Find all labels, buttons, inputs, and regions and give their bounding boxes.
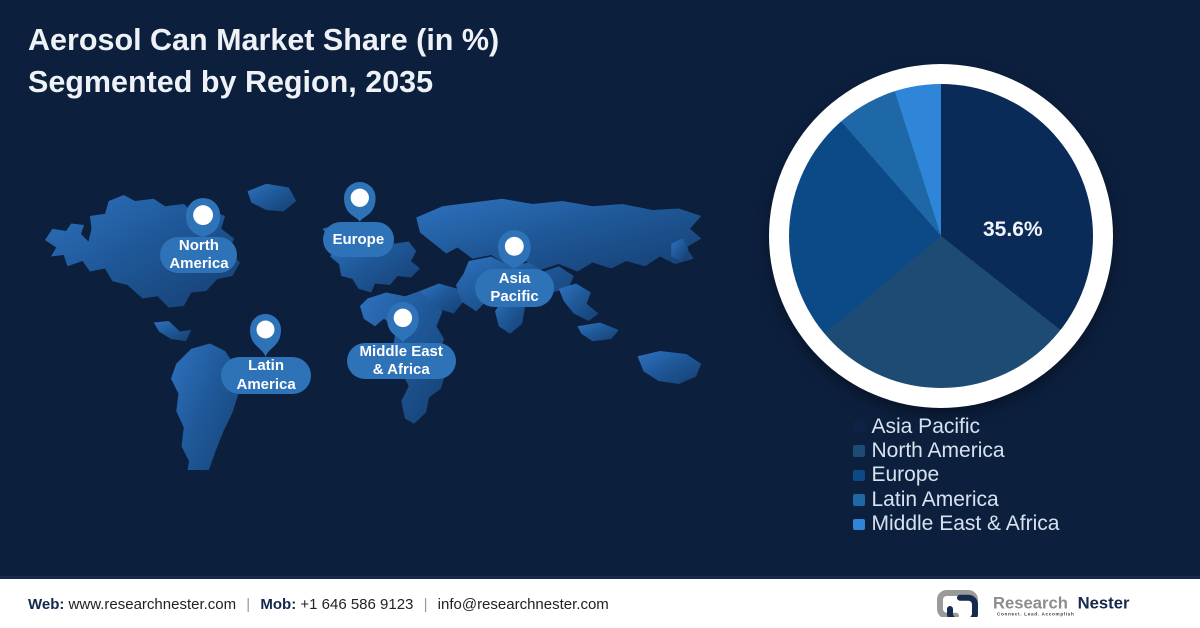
- svg-text:Connect. Lead. Accomplish: Connect. Lead. Accomplish: [997, 612, 1075, 617]
- svg-text:Research: Research: [993, 594, 1068, 613]
- svg-text:Nester: Nester: [1078, 594, 1130, 613]
